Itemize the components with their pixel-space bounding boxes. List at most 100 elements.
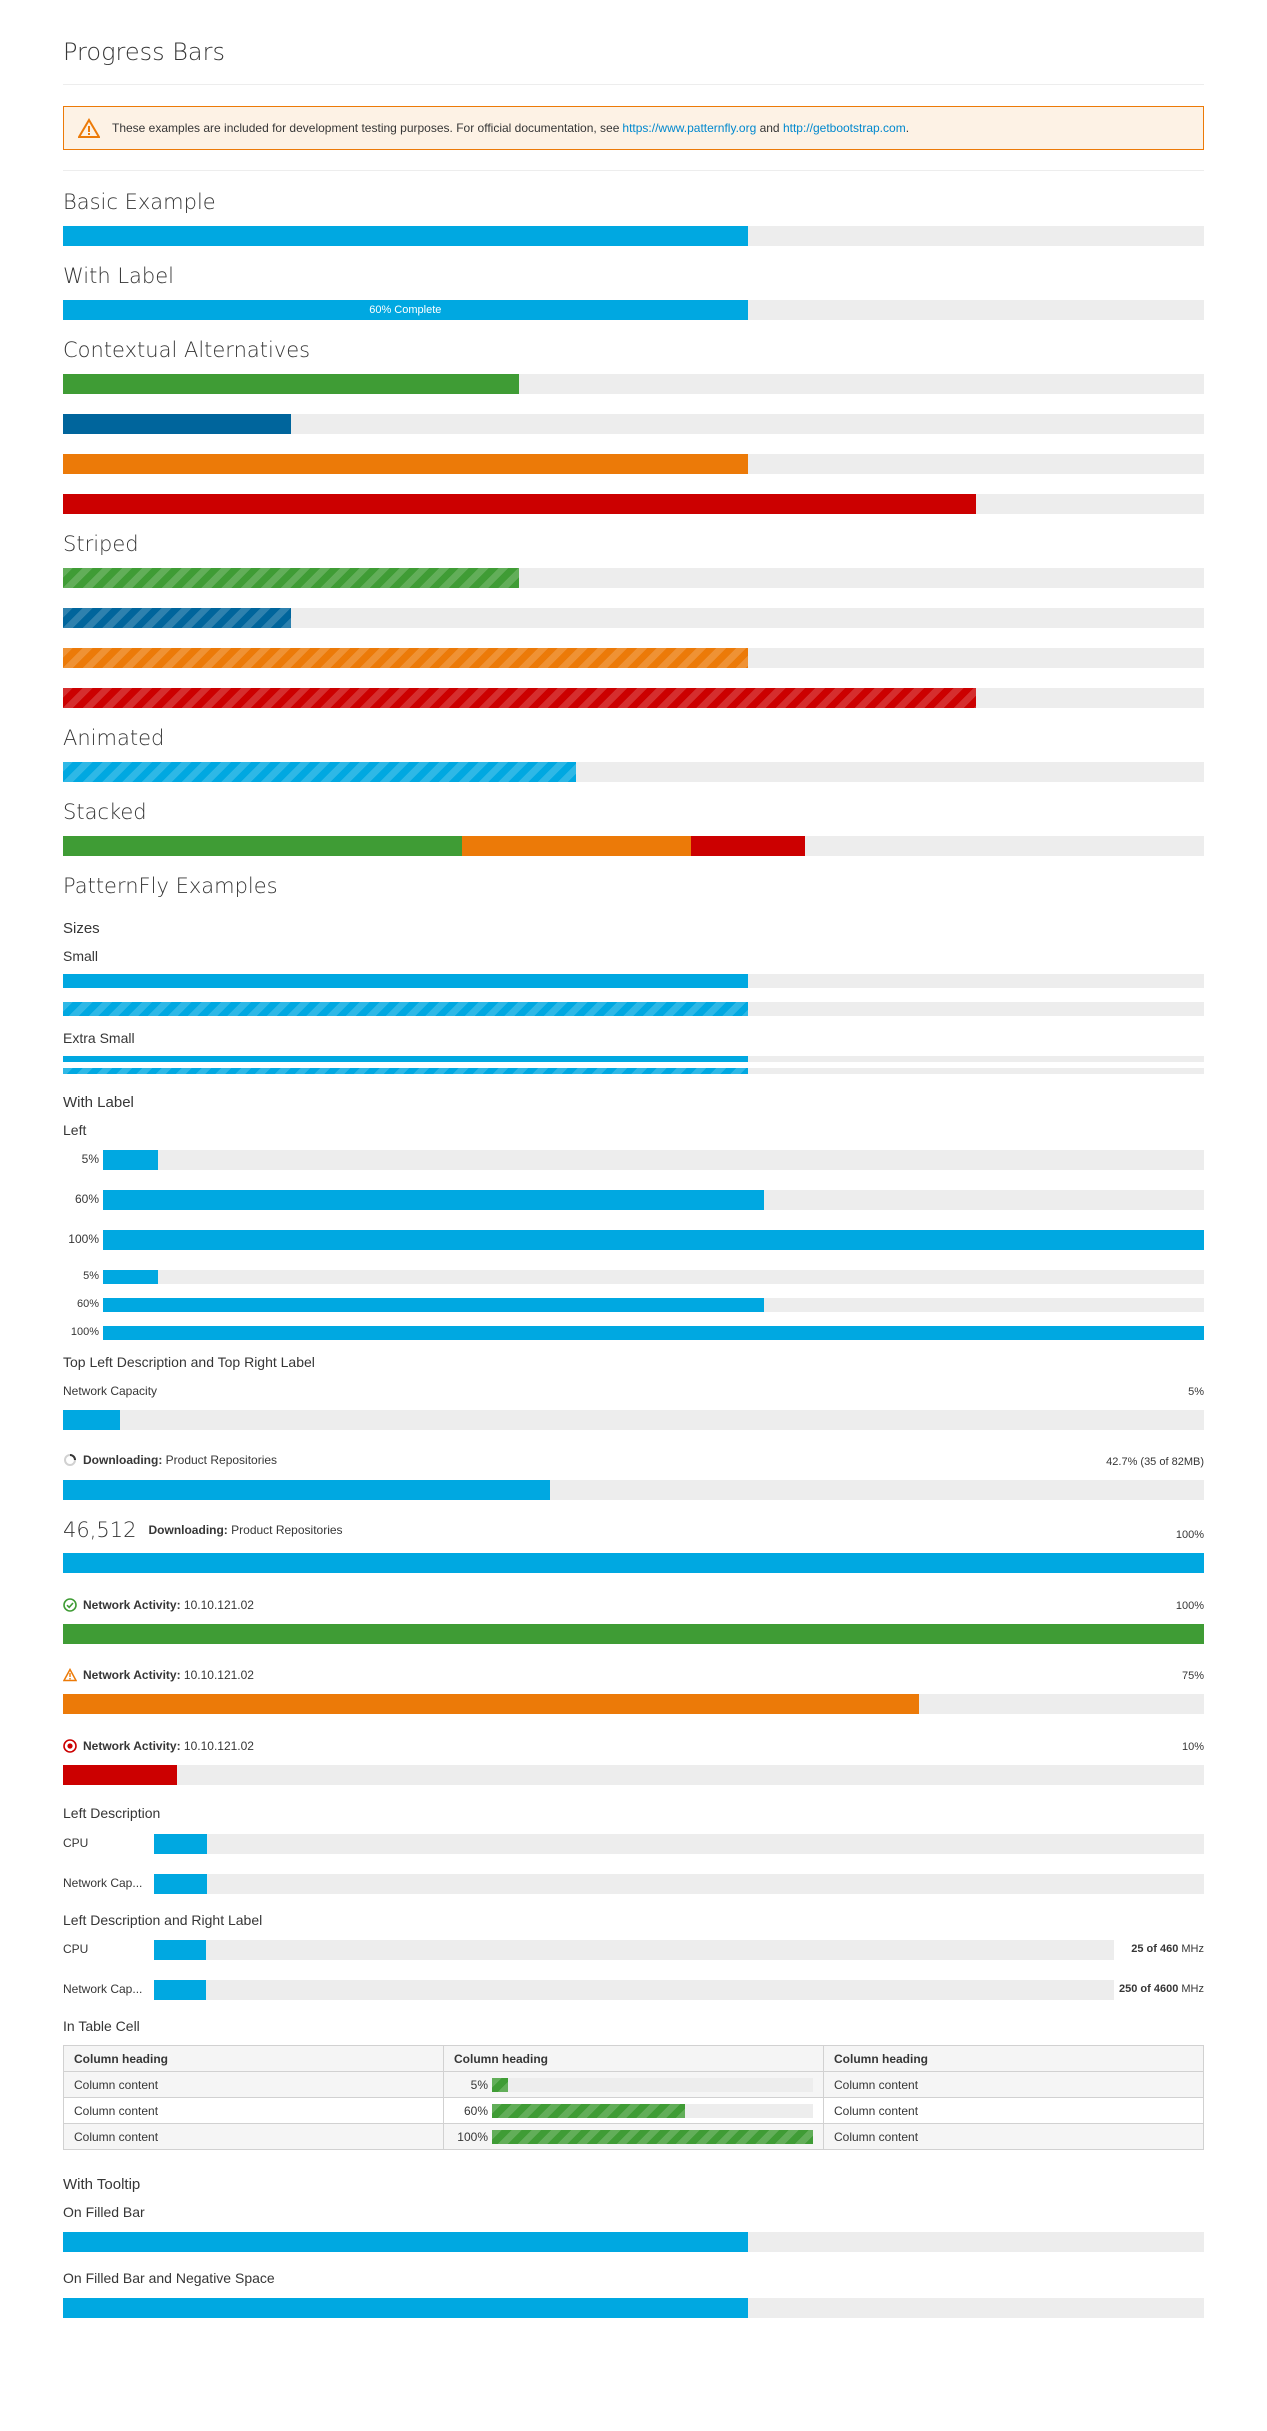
progress-tooltip-neg-fill[interactable] — [63, 2298, 748, 2318]
table-header: Column heading — [443, 2045, 824, 2072]
progress-with-label: 60% Complete — [63, 300, 1204, 320]
table-row: Column content 5% Column content — [63, 2071, 1204, 2098]
progress-ldr-cpu-fill — [154, 1940, 206, 1960]
left-small-label-5: 5% — [83, 1270, 99, 1282]
progress-basic — [63, 226, 1204, 246]
network-capacity-value: 5% — [1188, 1386, 1204, 1398]
progress-striped-info-fill — [63, 608, 292, 628]
ldr-cpu-label: CPU — [63, 1942, 89, 1956]
section-striped: Striped — [63, 532, 139, 556]
section-animated: Animated — [63, 726, 165, 750]
progress-network-capacity — [63, 1410, 1204, 1430]
left-heading: Left — [63, 1122, 87, 1138]
left-label-60: 60% — [74, 1192, 99, 1206]
table-cell: Column content — [823, 2071, 1204, 2098]
progress-striped-success — [63, 568, 1204, 588]
progress-left-small-60-fill — [103, 1298, 764, 1312]
ldr-cpu-value: 25 of 460 MHz — [1120, 1943, 1204, 1955]
warning-triangle-icon — [63, 1668, 77, 1682]
page-title: Progress Bars — [63, 38, 226, 66]
network-activity-ok-desc: Network Activity: 10.10.121.02 — [63, 1598, 254, 1612]
table-header: Column heading — [63, 2045, 444, 2072]
ldr-network-value: 250 of 4600 MHz — [1110, 1983, 1204, 1995]
on-filled-neg-heading: On Filled Bar and Negative Space — [63, 2270, 275, 2286]
table-cell: Column content — [63, 2097, 444, 2124]
network-activity-label: Network Activity: — [83, 1598, 181, 1612]
left-small-label-60: 60% — [76, 1298, 99, 1310]
progress-downloading2 — [63, 1553, 1204, 1573]
progress-success-fill — [63, 374, 520, 394]
progress-left-small-60 — [103, 1298, 1204, 1312]
network-activity-error-value: 10% — [1181, 1741, 1204, 1753]
left-description-heading: Left Description — [63, 1805, 161, 1821]
network-activity-ip: 10.10.121.02 — [180, 1598, 254, 1612]
progress-striped-warning — [63, 648, 1204, 668]
table-row: Column content 60% Column content — [63, 2097, 1204, 2124]
progress-with-label-fill: 60% Complete — [63, 300, 748, 320]
progress-striped-success-fill — [63, 568, 520, 588]
left-label-100: 100% — [68, 1232, 99, 1246]
downloading2-desc: 46,512 Downloading: Product Repositories — [63, 1518, 343, 1542]
progress-left-60 — [103, 1190, 1204, 1210]
progress-ld-cpu-fill — [154, 1834, 207, 1854]
progress-danger — [63, 494, 1204, 514]
progress-tooltip-filled[interactable] — [63, 2232, 1204, 2252]
cell-progress-fill — [492, 2129, 813, 2144]
table-cell-progress: 100% — [443, 2123, 824, 2150]
progress-network-ok — [63, 1624, 1204, 1644]
progress-small-striped-fill — [63, 1002, 748, 1016]
progress-xs — [63, 1056, 1204, 1062]
progress-downloading — [63, 1480, 1204, 1500]
ldr-cpu-amount: 25 of 460 — [1131, 1943, 1179, 1955]
cell-progress-label: 100% — [457, 2129, 488, 2144]
progress-small-fill — [63, 974, 748, 988]
warning-triangle-icon — [78, 118, 100, 138]
section-patternfly-examples: PatternFly Examples — [63, 874, 278, 898]
progress-success — [63, 374, 1204, 394]
progress-small-striped — [63, 1002, 1204, 1016]
downloading-label: Downloading: — [83, 1453, 163, 1467]
progress-left-small-100-fill — [103, 1326, 1204, 1340]
with-tooltip-heading: With Tooltip — [63, 2176, 141, 2193]
progress-network-warning-fill — [63, 1694, 919, 1714]
patternfly-link[interactable]: https://www.patternfly.org — [622, 121, 757, 135]
network-capacity-desc: Network Capacity — [63, 1384, 157, 1398]
divider — [63, 84, 1204, 85]
bootstrap-link[interactable]: http://getbootstrap.com — [782, 121, 906, 135]
progress-left-60-fill — [103, 1190, 764, 1210]
progress-left-small-5 — [103, 1270, 1204, 1284]
table-header-row: Column heading Column heading Column hea… — [63, 2045, 1204, 2072]
progress-danger-fill — [63, 494, 976, 514]
network-activity-ip: 10.10.121.02 — [180, 1668, 254, 1682]
table-cell: Column content — [823, 2097, 1204, 2124]
small-heading: Small — [63, 948, 99, 964]
progress-stacked-danger — [690, 836, 805, 856]
network-activity-ip: 10.10.121.02 — [180, 1739, 254, 1753]
network-activity-label: Network Activity: — [83, 1739, 181, 1753]
network-activity-ok-value: 100% — [1175, 1600, 1204, 1612]
progress-info-fill — [63, 414, 292, 434]
progress-stacked-warning — [462, 836, 691, 856]
progress-left-small-5-fill — [103, 1270, 159, 1284]
ldr-network-amount: 250 of 4600 — [1119, 1983, 1179, 1995]
sizes-heading: Sizes — [63, 920, 100, 937]
progress-left-100 — [103, 1230, 1204, 1250]
progress-ldr-network-fill — [154, 1980, 206, 2000]
big-number: 46,512 — [63, 1518, 137, 1542]
left-desc-right-label-heading: Left Description and Right Label — [63, 1912, 263, 1928]
progress-left-5 — [103, 1150, 1204, 1170]
progress-xs-striped — [63, 1068, 1204, 1074]
cell-progress-track — [492, 2077, 813, 2092]
progress-tooltip-neg[interactable] — [63, 2298, 1204, 2318]
in-table-cell-heading: In Table Cell — [63, 2018, 140, 2034]
progress-striped-warning-fill — [63, 648, 748, 668]
downloading-value: 42.7% (35 of 82MB) — [1106, 1456, 1204, 1468]
table-row: Column content 100% Column content — [63, 2123, 1204, 2150]
progress-tooltip-filled-fill[interactable] — [63, 2232, 748, 2252]
progress-striped-danger-fill — [63, 688, 976, 708]
cell-progress-fill — [492, 2077, 509, 2092]
network-activity-warning-value: 75% — [1181, 1670, 1204, 1682]
alert-and: and — [756, 121, 783, 135]
table-cell: Column content — [63, 2071, 444, 2098]
